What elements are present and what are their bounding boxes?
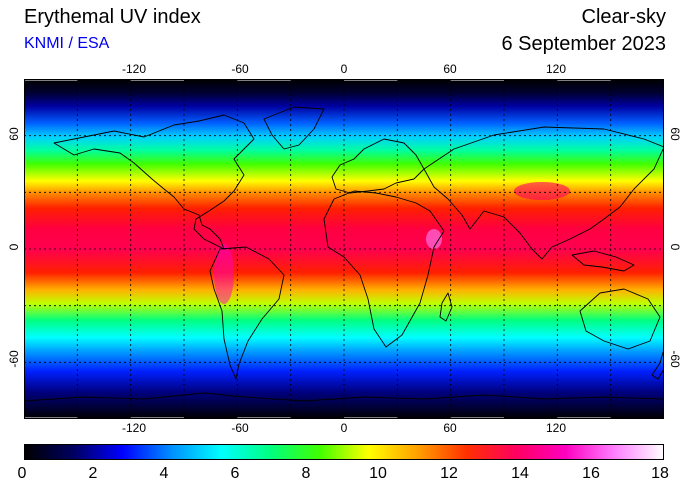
asia-coast	[423, 126, 664, 260]
lon-label-top-0: 0	[340, 62, 348, 76]
uv-colorbar	[24, 444, 664, 460]
colorbar-tick-6: 6	[230, 465, 240, 482]
lon-label-top-120: 120	[545, 62, 567, 76]
lon-label-bottom-m60: -60	[231, 421, 249, 435]
australia-coast	[579, 288, 661, 350]
greenland-coast	[263, 106, 325, 150]
lat-label-right-0: 0	[668, 243, 682, 251]
north-america-coast	[53, 114, 255, 250]
africa-coast	[323, 190, 445, 348]
lat-label-left-60: 60	[7, 127, 21, 141]
lon-label-top-m60: -60	[231, 62, 249, 76]
lon-label-top-60: 60	[443, 62, 457, 76]
colorbar-tick-18: 18	[651, 465, 669, 482]
graticule	[24, 79, 664, 419]
lon-label-bottom-m120: -120	[121, 421, 147, 435]
new-zealand-coast	[651, 348, 664, 380]
lon-label-top-m120: -120	[121, 62, 147, 76]
lon-label-bottom-0: 0	[340, 421, 348, 435]
south-america-coast	[209, 246, 285, 380]
date-label: 6 September 2023	[501, 33, 666, 55]
lat-label-left-0: 0	[7, 243, 21, 251]
madagascar-coast	[439, 292, 453, 322]
tibet-uv-hotspot	[514, 182, 570, 200]
sky-condition-label: Clear-sky	[581, 6, 666, 28]
data-source-label: KNMI / ESA	[24, 35, 110, 52]
lon-label-bottom-60: 60	[443, 421, 457, 435]
colorbar-tick-10: 10	[369, 465, 387, 482]
east-africa-uv-hotspot	[426, 229, 442, 249]
colorbar-tick-0: 0	[17, 465, 27, 482]
colorbar-tick-8: 8	[301, 465, 311, 482]
antarctica-coast	[24, 392, 664, 402]
maritime-southeast-asia-coast	[571, 250, 635, 272]
lat-label-right-60: 60	[668, 127, 682, 141]
andes-uv-hotspot	[214, 244, 234, 304]
colorbar-tick-2: 2	[88, 465, 98, 482]
uv-index-map	[24, 79, 664, 419]
coastlines	[24, 106, 664, 402]
colorbar-tick-4: 4	[159, 465, 169, 482]
colorbar-tick-14: 14	[511, 465, 529, 482]
colorbar-tick-16: 16	[582, 465, 600, 482]
map-title: Erythemal UV index	[24, 6, 201, 28]
lon-label-bottom-120: 120	[545, 421, 567, 435]
lat-label-right-m60: -60	[668, 350, 682, 368]
map-border	[24, 79, 664, 419]
lat-label-left-m60: -60	[7, 350, 21, 368]
colorbar-tick-12: 12	[440, 465, 458, 482]
